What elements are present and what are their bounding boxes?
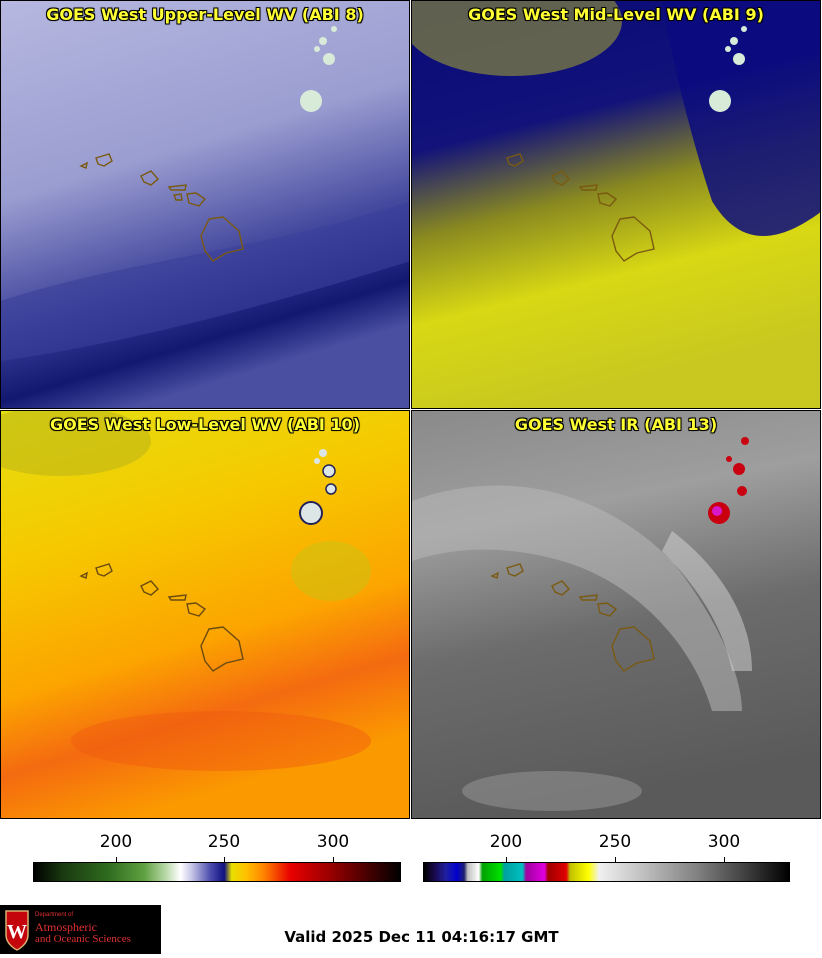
colorbar-tick bbox=[615, 857, 616, 863]
island-outlines bbox=[490, 563, 655, 672]
colorbar-tick-label: 300 bbox=[707, 832, 741, 852]
panel-ir: GOES West IR (ABI 13) bbox=[411, 410, 821, 819]
uw-aos-logo: W Department of Atmospheric and Oceanic … bbox=[0, 905, 161, 954]
logo-dept-line: Department of bbox=[35, 912, 74, 918]
island-outlines bbox=[79, 563, 244, 672]
colorbar-tick bbox=[724, 857, 725, 863]
colorbar-tick bbox=[224, 857, 225, 863]
island-outlines bbox=[79, 153, 244, 262]
colorbar-tick bbox=[333, 857, 334, 863]
panel-title: GOES West Mid-Level WV (ABI 9) bbox=[468, 5, 764, 24]
logo-name-line2: and Oceanic Sciences bbox=[35, 933, 131, 945]
colorbar-tick bbox=[116, 857, 117, 863]
colorbar-tick-label: 250 bbox=[598, 832, 632, 852]
panel-upper-level-wv: GOES West Upper-Level WV (ABI 8) bbox=[0, 0, 410, 409]
colorbar-tick-label: 200 bbox=[489, 832, 523, 852]
logo-name-line1: Atmospheric bbox=[35, 920, 97, 934]
colorbar-gradient bbox=[33, 862, 401, 882]
low-level-wv-image bbox=[1, 411, 409, 818]
panel-title: GOES West Upper-Level WV (ABI 8) bbox=[46, 5, 364, 24]
panel-low-level-wv: GOES West Low-Level WV (ABI 10) bbox=[0, 410, 410, 819]
colorbar-tick bbox=[506, 857, 507, 863]
colorbar-tick-label: 250 bbox=[207, 832, 241, 852]
colorbar-tick-label: 200 bbox=[99, 832, 133, 852]
colorbar-tick-label: 300 bbox=[316, 832, 350, 852]
colorbar-left: 200 250 300 bbox=[0, 822, 411, 902]
crest-icon: W bbox=[5, 910, 29, 951]
colorbar-right: 200 250 300 bbox=[411, 822, 822, 902]
valid-time: Valid 2025 Dec 11 04:16:17 GMT bbox=[284, 928, 559, 946]
panel-title: GOES West IR (ABI 13) bbox=[514, 415, 718, 434]
island-outlines bbox=[506, 153, 655, 262]
svg-text:W: W bbox=[7, 921, 27, 943]
colorbar-gradient bbox=[423, 862, 790, 882]
upper-level-wv-image bbox=[1, 1, 409, 408]
ir-image bbox=[412, 411, 820, 818]
panel-title: GOES West Low-Level WV (ABI 10) bbox=[49, 415, 360, 434]
panel-mid-level-wv: GOES West Mid-Level WV (ABI 9) bbox=[411, 0, 821, 409]
mid-level-wv-image bbox=[412, 1, 820, 408]
